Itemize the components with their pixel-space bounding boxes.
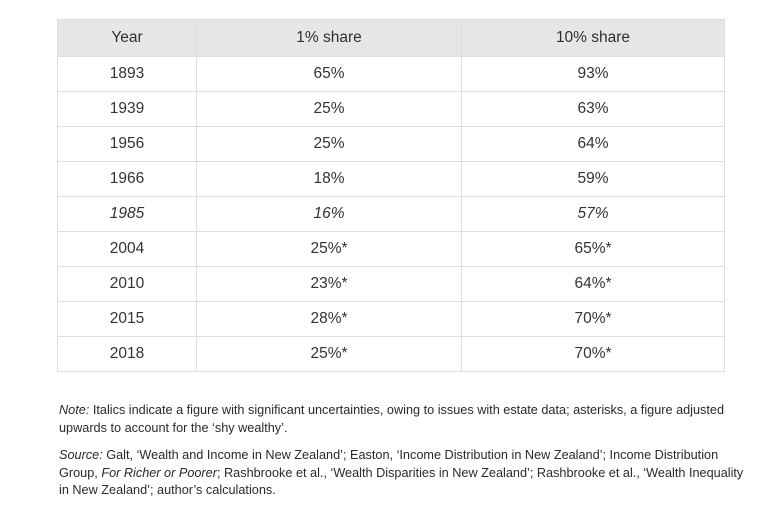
cell-top10: 70%* <box>461 336 725 372</box>
cell-year: 2018 <box>57 336 197 372</box>
wealth-share-table: Year 1% share 10% share 1893 65% 93% 193… <box>57 19 725 372</box>
cell-year: 1956 <box>57 126 197 162</box>
cell-year: 1966 <box>57 161 197 197</box>
cell-year: 2010 <box>57 266 197 302</box>
cell-year: 1939 <box>57 91 197 127</box>
table-row: 1893 65% 93% <box>57 56 725 92</box>
cell-top10: 93% <box>461 56 725 92</box>
source-paragraph: Source: Galt, ‘Wealth and Income in New … <box>59 447 749 500</box>
cell-top10: 59% <box>461 161 725 197</box>
cell-year: 2015 <box>57 301 197 337</box>
cell-top10: 57% <box>461 196 725 232</box>
cell-top1: 25%* <box>196 336 462 372</box>
note-text: Italics indicate a figure with significa… <box>59 403 725 435</box>
source-text-1: Galt, ‘Wealth and Income in New Zealand’… <box>59 448 719 480</box>
header-top10-share: 10% share <box>461 19 725 57</box>
cell-top10: 65%* <box>461 231 725 267</box>
source-text-2: ; Rashbrooke et al., ‘Wealth Disparities… <box>59 465 744 498</box>
cell-top1: 23%* <box>196 266 462 302</box>
cell-top10: 64% <box>461 126 725 162</box>
cell-top1: 25% <box>196 126 462 162</box>
cell-top10: 64%* <box>461 266 725 302</box>
table-row-uncertain: 1985 16% 57% <box>57 196 725 232</box>
cell-top1: 28%* <box>196 301 462 337</box>
cell-top1: 25%* <box>196 231 462 267</box>
cell-top10: 70%* <box>461 301 725 337</box>
cell-top10: 63% <box>461 91 725 127</box>
note-label: Note: <box>59 403 90 417</box>
table-row: 1966 18% 59% <box>57 161 725 197</box>
header-year: Year <box>57 19 197 57</box>
cell-top1: 25% <box>196 91 462 127</box>
cell-year: 1985 <box>57 196 197 232</box>
table-row: 2010 23%* 64%* <box>57 266 725 302</box>
cell-year: 1893 <box>57 56 197 92</box>
table-header-row: Year 1% share 10% share <box>57 19 725 57</box>
table-row: 2015 28%* 70%* <box>57 301 725 337</box>
note-paragraph: Note: Italics indicate a figure with sig… <box>59 402 749 437</box>
cell-top1: 65% <box>196 56 462 92</box>
table-row: 1956 25% 64% <box>57 126 725 162</box>
header-top1-share: 1% share <box>196 19 462 57</box>
table-notes: Note: Italics indicate a figure with sig… <box>59 402 749 510</box>
cell-top1: 16% <box>196 196 462 232</box>
table-row: 1939 25% 63% <box>57 91 725 127</box>
source-label: Source: <box>59 448 103 462</box>
source-italic-title: For Richer or Poorer <box>101 465 217 480</box>
cell-top1: 18% <box>196 161 462 197</box>
table-row: 2018 25%* 70%* <box>57 336 725 372</box>
cell-year: 2004 <box>57 231 197 267</box>
table-row: 2004 25%* 65%* <box>57 231 725 267</box>
